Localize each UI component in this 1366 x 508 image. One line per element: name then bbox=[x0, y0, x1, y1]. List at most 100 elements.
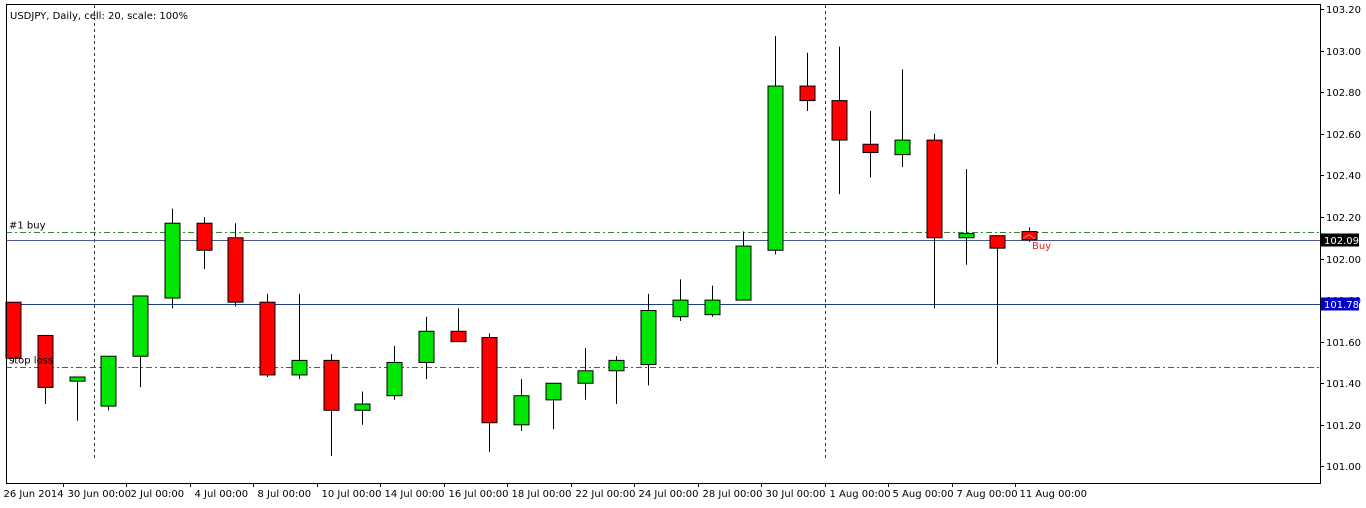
bear-candle-body bbox=[799, 85, 816, 102]
price-tag-box bbox=[1321, 233, 1359, 247]
bear-candle-body bbox=[989, 235, 1006, 249]
candle[interactable] bbox=[450, 308, 467, 343]
y-tick-label: 102.60 bbox=[1326, 130, 1361, 141]
candle[interactable] bbox=[69, 376, 86, 421]
candle[interactable] bbox=[767, 36, 784, 255]
candle[interactable] bbox=[418, 316, 435, 380]
y-tick-label: 102.80 bbox=[1326, 88, 1361, 99]
bear-candle-body bbox=[862, 143, 879, 154]
candle[interactable] bbox=[958, 169, 975, 265]
bull-candle-body bbox=[354, 403, 371, 411]
x-tick-label: 1 Aug 00:00 bbox=[830, 489, 891, 500]
bear-candle-body bbox=[481, 337, 498, 424]
candle[interactable] bbox=[608, 356, 625, 405]
candle[interactable] bbox=[577, 347, 594, 400]
x-tick-label: 8 Jul 00:00 bbox=[258, 489, 312, 500]
bull-candle-body bbox=[100, 355, 117, 407]
candle[interactable] bbox=[37, 334, 54, 405]
candle[interactable] bbox=[862, 110, 879, 178]
candle[interactable] bbox=[259, 293, 276, 378]
x-tick-label: 26 Jun 2014 bbox=[4, 489, 64, 500]
candle[interactable] bbox=[323, 354, 340, 456]
bear-candle-body bbox=[259, 301, 276, 376]
x-tick-label: 30 Jun 00:00 bbox=[68, 489, 132, 500]
bear-candle-body bbox=[37, 334, 54, 388]
x-tick-label: 30 Jul 00:00 bbox=[766, 489, 826, 500]
price-tag-text: 102.09 bbox=[1324, 236, 1359, 247]
x-tick-label: 2 Jul 00:00 bbox=[131, 489, 185, 500]
price-tag: 101.78 bbox=[1321, 297, 1359, 311]
x-tick-label: 10 Jul 00:00 bbox=[322, 489, 382, 500]
y-tick-label: 101.40 bbox=[1326, 379, 1361, 390]
candle[interactable] bbox=[545, 382, 562, 429]
bear-candle-body bbox=[831, 100, 848, 141]
candle[interactable] bbox=[100, 355, 117, 411]
candle[interactable] bbox=[926, 133, 943, 309]
y-tick-label: 102.00 bbox=[1326, 255, 1361, 266]
bull-candle-body bbox=[386, 361, 403, 397]
candle[interactable] bbox=[640, 293, 657, 386]
bull-candle-body bbox=[767, 85, 784, 251]
bull-candle-body bbox=[513, 395, 530, 426]
bull-candle-body bbox=[672, 299, 689, 318]
candle[interactable] bbox=[227, 223, 244, 307]
bear-candle-body bbox=[1021, 231, 1038, 241]
trade-arrow-icon bbox=[1022, 234, 1036, 240]
candle[interactable] bbox=[672, 279, 689, 321]
candle[interactable] bbox=[196, 216, 213, 269]
chart-title: USDJPY, Daily, cell: 20, scale: 100% bbox=[10, 11, 188, 22]
candle[interactable] bbox=[164, 208, 181, 309]
bear-candle-body bbox=[450, 330, 467, 343]
y-tick-label: 101.60 bbox=[1326, 338, 1361, 349]
x-tick-label: 28 Jul 00:00 bbox=[703, 489, 763, 500]
bull-candle-body bbox=[164, 222, 181, 299]
candle[interactable] bbox=[5, 301, 22, 363]
bull-candle-body bbox=[608, 359, 625, 372]
candle[interactable] bbox=[735, 231, 752, 301]
y-tick-label: 101.00 bbox=[1326, 462, 1361, 473]
bull-candle-body bbox=[291, 359, 308, 376]
candle[interactable] bbox=[132, 295, 149, 388]
y-tick-label: 103.00 bbox=[1326, 47, 1361, 58]
bull-candle-body bbox=[894, 139, 911, 156]
candle[interactable] bbox=[894, 69, 911, 168]
candle[interactable] bbox=[989, 235, 1006, 365]
bull-candle-body bbox=[132, 295, 149, 357]
y-tick-label: 101.20 bbox=[1326, 421, 1361, 432]
x-tick-label: 11 Aug 00:00 bbox=[1020, 489, 1087, 500]
bull-candle-body bbox=[418, 330, 435, 363]
x-tick-label: 14 Jul 00:00 bbox=[385, 489, 445, 500]
candle[interactable] bbox=[386, 345, 403, 400]
candle[interactable] bbox=[354, 391, 371, 425]
x-tick-label: 18 Jul 00:00 bbox=[512, 489, 572, 500]
candle[interactable] bbox=[799, 52, 816, 111]
candle[interactable] bbox=[831, 46, 848, 195]
x-tick-label: 4 Jul 00:00 bbox=[195, 489, 249, 500]
bear-candle-body bbox=[926, 139, 943, 239]
bull-candle-body bbox=[735, 245, 752, 301]
y-tick-label: 102.40 bbox=[1326, 171, 1361, 182]
trade-marker-label: Buy bbox=[1032, 241, 1051, 252]
candle[interactable] bbox=[704, 285, 721, 317]
bear-candle-body bbox=[5, 301, 22, 359]
level-label: stop loss bbox=[9, 356, 53, 367]
level-label: #1 buy bbox=[9, 221, 46, 232]
candle[interactable] bbox=[481, 333, 498, 452]
price-tag-box bbox=[1321, 297, 1359, 311]
x-tick-label: 7 Aug 00:00 bbox=[957, 489, 1018, 500]
candle[interactable] bbox=[291, 293, 308, 380]
price-tag-text: 101.78 bbox=[1324, 300, 1359, 311]
bull-candle-body bbox=[69, 376, 86, 382]
bear-candle-body bbox=[196, 222, 213, 251]
x-tick-label: 5 Aug 00:00 bbox=[893, 489, 954, 500]
price-tag: 102.09 bbox=[1321, 233, 1359, 247]
plot-frame bbox=[6, 4, 1321, 484]
bull-candle-body bbox=[577, 370, 594, 384]
bull-candle-body bbox=[640, 310, 657, 366]
x-tick-label: 22 Jul 00:00 bbox=[576, 489, 636, 500]
bear-candle-body bbox=[227, 237, 244, 303]
bull-candle-body bbox=[545, 382, 562, 401]
candle[interactable] bbox=[513, 379, 530, 432]
